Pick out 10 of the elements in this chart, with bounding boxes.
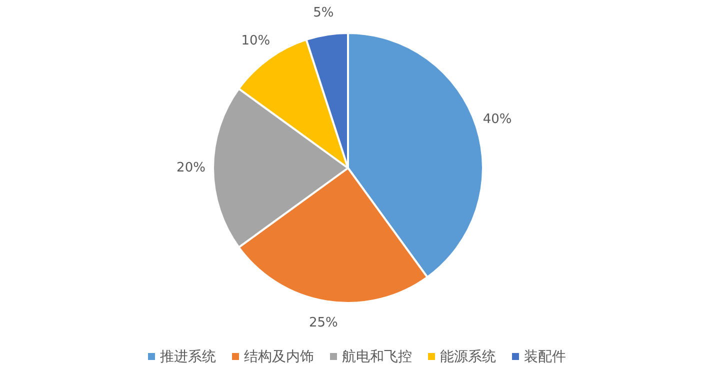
legend-label: 结构及内饰 [244,349,314,365]
data-label: 10% [241,33,270,48]
legend-label: 能源系统 [440,349,496,365]
data-label: 40% [482,112,512,127]
legend-label: 航电和飞控 [342,349,412,365]
data-label: 5% [313,5,334,20]
data-label: 25% [308,316,338,331]
data-label: 20% [176,160,206,176]
legend-label: 推进系统 [160,349,216,365]
legend-label: 装配件 [524,349,566,365]
